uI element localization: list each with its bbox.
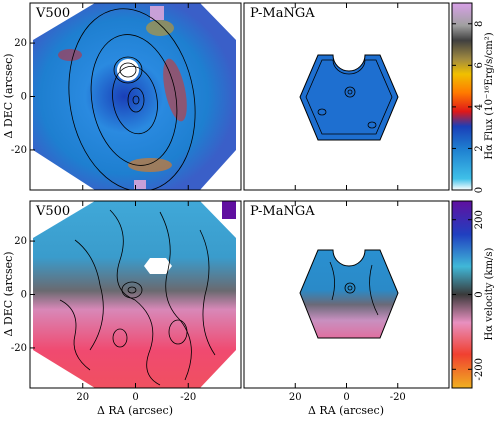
colorbar-tick-label: 0 xyxy=(474,187,485,193)
panel-title: V500 xyxy=(35,6,70,21)
colorbar-tick-label: 0 xyxy=(474,291,485,297)
y-tick-label: 0 xyxy=(21,290,27,301)
x-axis-label: Δ RA (arcsec) xyxy=(308,404,384,417)
y-tick-label: -20 xyxy=(11,343,27,354)
panel-v500-velocity: V500 20 0 -20 -20 0 20 Δ RA (arcsec) xyxy=(11,200,242,417)
x-tick-label: 0 xyxy=(343,392,349,403)
panel-pmanga-velocity: P-MaNGA 20 0 -20 Δ RA (arcsec) xyxy=(243,200,450,417)
y-tick-label: 20 xyxy=(14,236,27,247)
colorbar-flux: 0 2 4 6 8 Hα Flux (10⁻¹⁶Erg/s/cm²) xyxy=(451,2,495,193)
colorbar-tick-label: 4 xyxy=(474,104,485,110)
colorbar-velocity-label: Hα velocity (km/s) xyxy=(484,247,495,340)
x-tick-label: 0 xyxy=(132,392,138,403)
y-tick-label: 20 xyxy=(14,38,27,49)
panel-v500-flux: V500 -20 0 20 xyxy=(11,2,242,191)
colorbar-tick-label: 8 xyxy=(474,21,485,27)
pmanga-flux-contours xyxy=(305,59,393,135)
v500-velocity-masked-star xyxy=(144,258,172,274)
colorbar-tick-label: 6 xyxy=(474,62,485,68)
x-tick-label: 20 xyxy=(289,392,302,403)
x-tick-label: 20 xyxy=(76,392,89,403)
v500-velocity-edge-spaxels xyxy=(222,201,236,219)
y-axis-label: Δ DEC (arcsec) xyxy=(2,53,15,138)
v500-velocity-contours xyxy=(59,209,216,386)
colorbar-tick-label: -200 xyxy=(474,358,485,380)
panel-title: V500 xyxy=(35,204,70,219)
x-tick-label: -20 xyxy=(180,392,196,403)
y-tick-label: 0 xyxy=(21,92,27,103)
x-axis-label: Δ RA (arcsec) xyxy=(97,404,173,417)
colorbar-tick-label: 2 xyxy=(474,145,485,151)
colorbar-tick-label: 200 xyxy=(474,210,485,229)
pmanga-flux-map xyxy=(299,54,399,141)
v500-flux-contours xyxy=(68,8,196,190)
y-axis-label: Δ DEC (arcsec) xyxy=(2,251,15,336)
y-tick-label: -20 xyxy=(11,145,27,156)
panel-title: P-MaNGA xyxy=(250,6,315,21)
x-tick-label: -20 xyxy=(390,392,406,403)
pmanga-velocity-contours xyxy=(329,261,379,316)
panel-title: P-MaNGA xyxy=(250,204,315,219)
colorbar-velocity: -200 0 200 Hα velocity (km/s) xyxy=(451,200,495,389)
panel-pmanga-flux: P-MaNGA xyxy=(243,2,450,191)
colorbar-flux-label: Hα Flux (10⁻¹⁶Erg/s/cm²) xyxy=(484,32,495,159)
pmanga-velocity-map xyxy=(299,249,399,339)
